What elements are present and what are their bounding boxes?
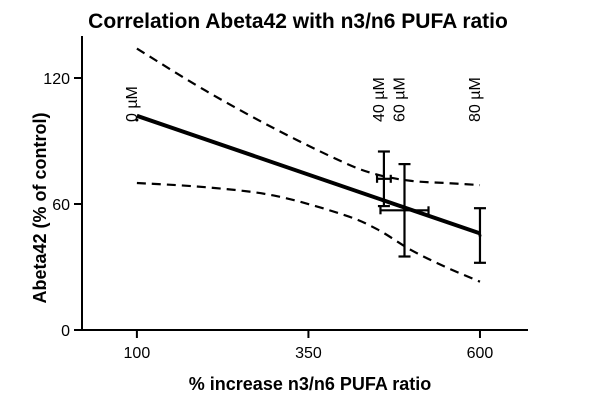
- point-label: 40 µM: [371, 77, 388, 122]
- x-axis-label: % increase n3/n6 PUFA ratio: [189, 374, 431, 394]
- y-tick-label: 0: [61, 323, 70, 340]
- y-tick-label: 120: [43, 71, 70, 88]
- point-label: 60 µM: [391, 77, 408, 122]
- plot-area: 0 60 120 100 350 600 0 µM 40 µM 60 µM 80 µM: [43, 36, 528, 362]
- data-point: [135, 118, 139, 122]
- data-point: [402, 208, 406, 212]
- data-point: [478, 234, 482, 237]
- chart-title: Correlation Abeta42 with n3/n6 PUFA rati…: [88, 10, 508, 33]
- y-axis-label: Abeta42 (% of control): [30, 112, 50, 303]
- data-point: [382, 177, 386, 181]
- point-label: 0 µM: [124, 86, 141, 122]
- ci-lower-line: [136, 181, 481, 283]
- point-label: 80 µM: [467, 77, 484, 122]
- x-tick-label: 100: [124, 345, 151, 362]
- x-tick-label: 600: [467, 345, 494, 362]
- x-tick-label: 350: [295, 345, 322, 362]
- ci-upper-line: [136, 47, 481, 187]
- regression-line: [136, 113, 481, 236]
- y-tick-label: 60: [52, 197, 70, 214]
